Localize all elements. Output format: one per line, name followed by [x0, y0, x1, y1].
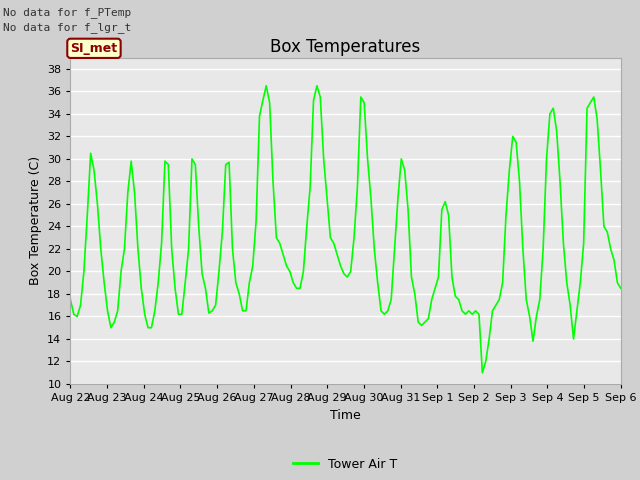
Legend: Tower Air T: Tower Air T	[289, 453, 403, 476]
Text: SI_met: SI_met	[70, 42, 118, 55]
Text: No data for f_lgr_t: No data for f_lgr_t	[3, 22, 131, 33]
Y-axis label: Box Temperature (C): Box Temperature (C)	[29, 156, 42, 286]
Text: No data for f_PTemp: No data for f_PTemp	[3, 7, 131, 18]
Title: Box Temperatures: Box Temperatures	[271, 38, 420, 56]
X-axis label: Time: Time	[330, 408, 361, 421]
